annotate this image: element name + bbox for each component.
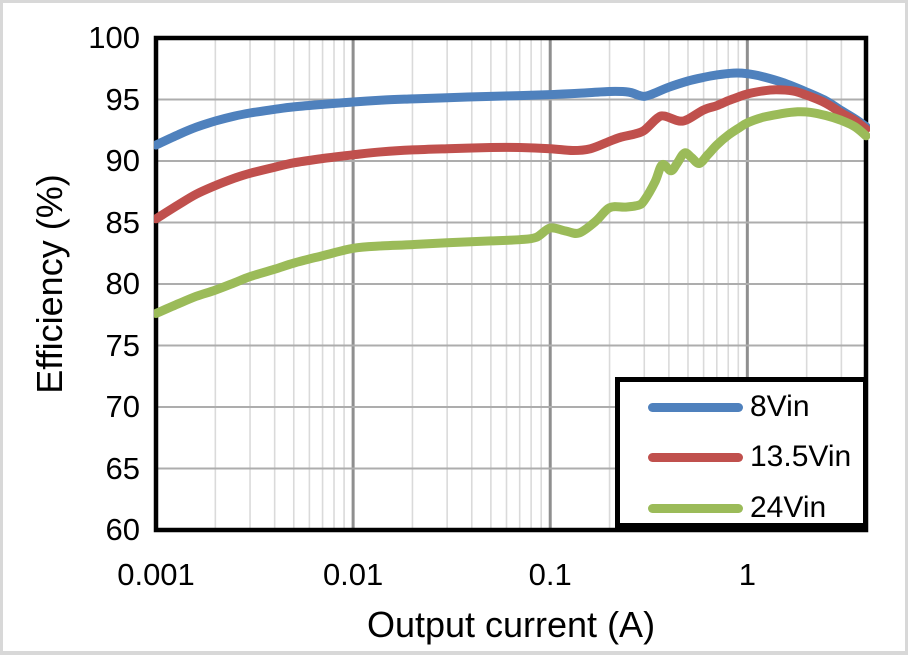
series-lines [154,68,870,318]
legend-label: 13.5Vin [750,440,852,473]
legend-item-13-5vin: 13.5Vin [620,435,863,479]
series-line-24Vin [154,107,870,318]
y-tick-label: 90 [105,143,140,178]
legend-swatch-24vin [648,503,743,513]
x-tick-label: 0.01 [322,557,384,592]
x-tick-label: 0.1 [528,557,572,592]
y-tick-label: 100 [88,20,140,55]
legend-swatch-13-5vin [648,452,743,462]
legend-item-24vin: 24Vin [620,486,863,530]
series-line-8Vin [154,68,870,150]
y-tick-label: 60 [105,512,140,547]
y-tick-label: 70 [105,389,140,424]
plot-border [153,35,869,533]
legend-label: 8Vin [750,390,810,423]
series-line-13.5Vin [154,85,870,224]
x-tick-label: 1 [738,557,756,592]
y-tick-label: 65 [105,450,140,486]
x-axis-title: Output current (A) [366,604,656,645]
y-tick-label: 95 [105,81,140,117]
x-tick-label: 0.001 [117,557,195,592]
legend-label: 24Vin [750,491,827,524]
legend-box: 8Vin 13.5Vin 24Vin [615,377,868,528]
legend-item-8vin: 8Vin [620,385,863,429]
y-tick-label: 80 [105,266,140,301]
y-tick-label: 75 [105,327,140,363]
legend-swatch-8vin [648,402,743,412]
y-tick-label: 85 [105,204,140,240]
